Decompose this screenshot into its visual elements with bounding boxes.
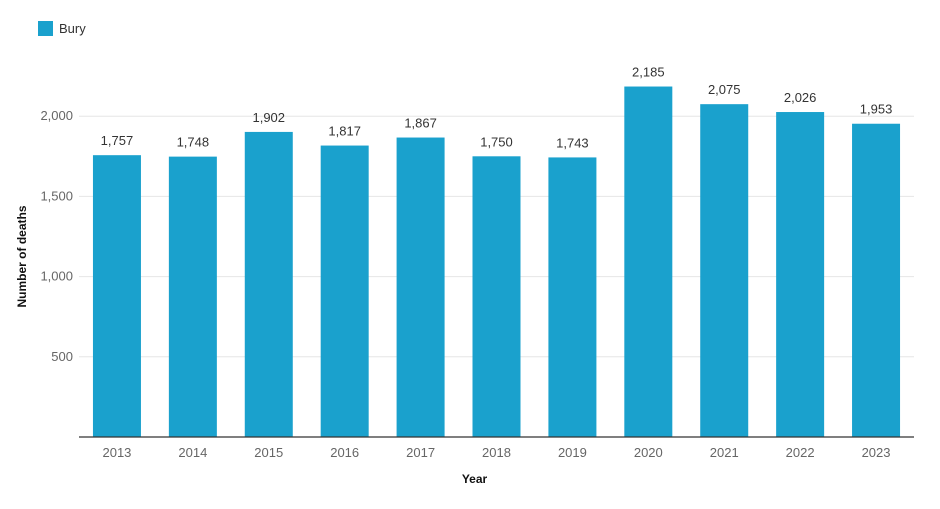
- data-label: 1,743: [556, 135, 589, 150]
- y-axis-title: Number of deaths: [15, 205, 29, 307]
- x-tick-label: 2020: [634, 445, 663, 460]
- bar: [624, 86, 673, 437]
- data-label: 1,748: [177, 135, 210, 150]
- x-tick-label: 2023: [862, 445, 891, 460]
- data-label: 2,075: [708, 82, 741, 97]
- y-tick-label: 1,000: [40, 269, 73, 284]
- x-tick-label: 2021: [710, 445, 739, 460]
- x-tick-label: 2017: [406, 445, 435, 460]
- data-label: 2,026: [784, 90, 817, 105]
- y-tick-label: 2,000: [40, 108, 73, 123]
- x-axis-title: Year: [462, 472, 488, 486]
- data-label: 1,867: [404, 116, 437, 131]
- x-tick-label: 2019: [558, 445, 587, 460]
- y-tick-label: 1,500: [40, 188, 73, 203]
- x-tick-label: 2018: [482, 445, 511, 460]
- data-label: 1,750: [480, 134, 513, 149]
- axes: 500 1,000 1,500 2,000 2013 2014 2015 2016 2017 20…: [40, 108, 914, 460]
- bar: [244, 131, 293, 438]
- data-label: 1,902: [252, 110, 285, 125]
- bar: [852, 123, 901, 437]
- bar: [168, 156, 217, 438]
- x-tick-label: 2013: [102, 445, 131, 460]
- bar: [92, 155, 141, 438]
- value-labels: 1,757 1,748 1,902 1,817 1,867 1,750 1,743 2,185…: [101, 65, 893, 151]
- bar: [472, 156, 521, 438]
- x-tick-label: 2016: [330, 445, 359, 460]
- x-tick-label: 2022: [786, 445, 815, 460]
- legend: Bury: [38, 21, 86, 36]
- bar: [700, 104, 749, 438]
- data-label: 1,817: [328, 124, 361, 139]
- bar: [396, 137, 445, 437]
- bar: [776, 112, 825, 437]
- data-label: 2,185: [632, 65, 665, 80]
- legend-label: Bury: [59, 21, 86, 36]
- x-tick-label: 2015: [254, 445, 283, 460]
- x-tick-label: 2014: [178, 445, 207, 460]
- legend-swatch: [38, 21, 53, 36]
- bar: [320, 145, 369, 437]
- y-tick-label: 500: [51, 349, 73, 364]
- data-label: 1,757: [101, 133, 134, 148]
- data-label: 1,953: [860, 102, 893, 117]
- bar: [548, 157, 597, 438]
- bars: [92, 86, 901, 438]
